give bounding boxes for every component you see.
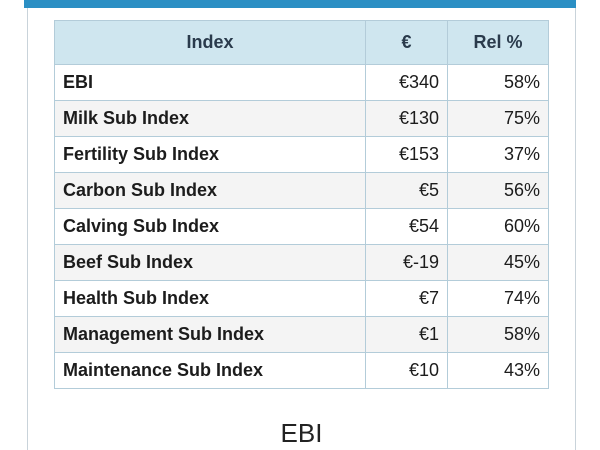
row-euro: €340 <box>365 64 448 101</box>
row-name: Maintenance Sub Index <box>54 352 366 389</box>
row-euro: €1 <box>365 316 448 353</box>
row-rel: 43% <box>447 352 549 389</box>
row-name: Beef Sub Index <box>54 244 366 281</box>
row-rel: 37% <box>447 136 549 173</box>
row-rel: 58% <box>447 64 549 101</box>
table-row: Fertility Sub Index €153 37% <box>54 136 549 173</box>
row-name: Milk Sub Index <box>54 100 366 137</box>
header-index: Index <box>54 20 366 65</box>
row-rel: 45% <box>447 244 549 281</box>
header-rel-percent: Rel % <box>447 20 549 65</box>
table-row: Beef Sub Index €-19 45% <box>54 244 549 281</box>
ebi-index-table: Index € Rel % EBI €340 58% Milk Sub Inde… <box>54 20 549 389</box>
row-euro: €10 <box>365 352 448 389</box>
top-accent-bar <box>24 0 576 8</box>
row-euro: €54 <box>365 208 448 245</box>
row-name: EBI <box>54 64 366 101</box>
header-euro: € <box>365 20 448 65</box>
row-name: Calving Sub Index <box>54 208 366 245</box>
row-rel: 74% <box>447 280 549 317</box>
index-card: Index € Rel % EBI €340 58% Milk Sub Inde… <box>27 8 576 450</box>
table-row: Carbon Sub Index €5 56% <box>54 172 549 209</box>
row-euro: €7 <box>365 280 448 317</box>
row-euro: €153 <box>365 136 448 173</box>
row-euro: €5 <box>365 172 448 209</box>
row-euro: €130 <box>365 100 448 137</box>
row-name: Carbon Sub Index <box>54 172 366 209</box>
row-rel: 58% <box>447 316 549 353</box>
table-row: Calving Sub Index €54 60% <box>54 208 549 245</box>
row-name: Fertility Sub Index <box>54 136 366 173</box>
row-name: Health Sub Index <box>54 280 366 317</box>
table-row: Management Sub Index €1 58% <box>54 316 549 353</box>
table-row: EBI €340 58% <box>54 64 549 101</box>
row-rel: 56% <box>447 172 549 209</box>
row-rel: 60% <box>447 208 549 245</box>
table-row: Milk Sub Index €130 75% <box>54 100 549 137</box>
row-euro: €-19 <box>365 244 448 281</box>
table-row: Maintenance Sub Index €10 43% <box>54 352 549 389</box>
table-header-row: Index € Rel % <box>54 20 549 65</box>
row-name: Management Sub Index <box>54 316 366 353</box>
row-rel: 75% <box>447 100 549 137</box>
table-row: Health Sub Index €7 74% <box>54 280 549 317</box>
section-title: EBI <box>280 418 323 448</box>
